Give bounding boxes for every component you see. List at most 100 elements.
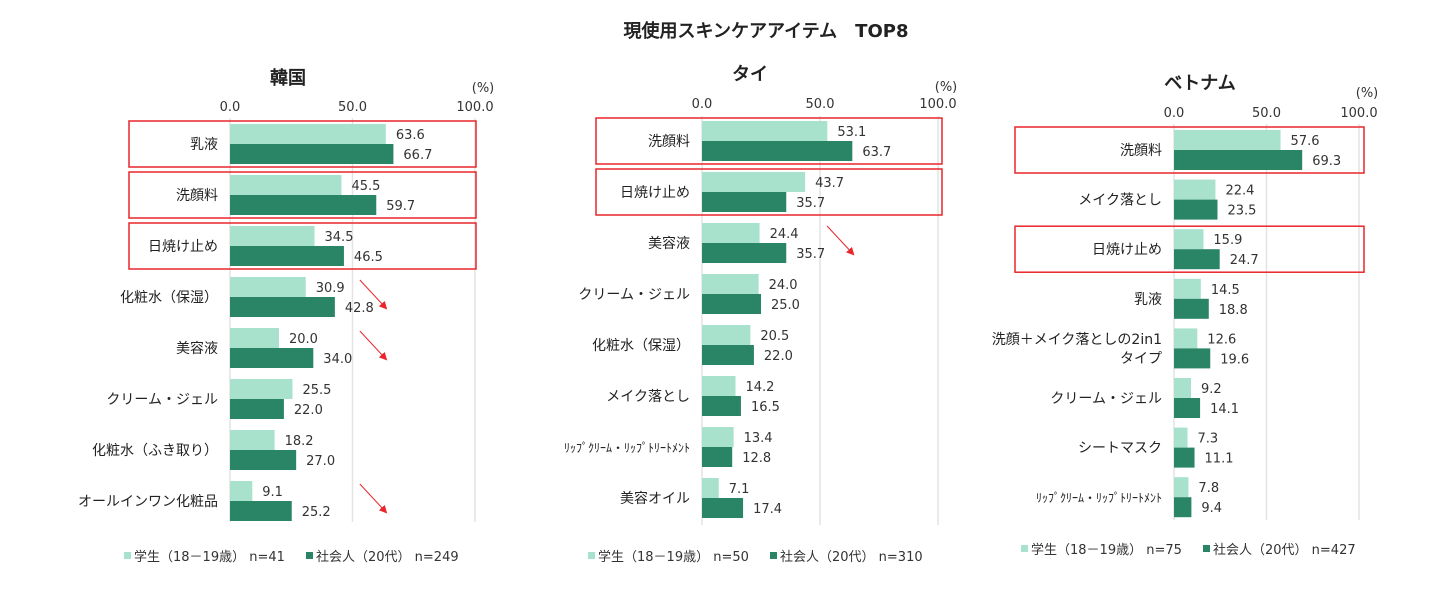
legend-swatch — [1203, 545, 1210, 552]
data-label: 9.4 — [1201, 501, 1222, 516]
legend-label: 社会人（20代） n=310 — [780, 549, 923, 565]
category-label: 乳液 — [1134, 292, 1162, 308]
bar-worker — [1174, 398, 1201, 418]
category-label: 化粧水（保湿） — [120, 290, 218, 306]
bar-student — [702, 376, 736, 396]
data-label: 9.1 — [262, 485, 283, 500]
data-label: 53.1 — [837, 125, 866, 140]
category-label: クリーム・ジェル — [1050, 391, 1162, 407]
bar-worker — [230, 297, 335, 317]
panel-title: タイ — [732, 64, 768, 85]
data-label: 24.0 — [769, 278, 798, 293]
category-label: シートマスク — [1078, 441, 1162, 457]
highlight-box — [128, 222, 477, 270]
bar-worker — [230, 195, 377, 215]
bar-worker — [230, 450, 297, 470]
unit-label: (%) — [935, 80, 958, 95]
data-label: 18.2 — [285, 434, 314, 449]
panel-2: ベトナム (%) 0.0 50.0 100.0 57.6 69.3 洗顔料 22.4 23.5 メイ… — [992, 73, 1379, 558]
data-label: 23.5 — [1227, 204, 1256, 219]
bar-worker — [1174, 348, 1211, 369]
bar-worker — [1174, 497, 1192, 518]
highlight-box — [1014, 126, 1365, 174]
bar-student — [230, 481, 253, 501]
data-label: 22.4 — [1225, 184, 1254, 199]
data-label: 25.5 — [302, 383, 331, 398]
data-label: 14.5 — [1211, 283, 1240, 298]
category-label: 化粧水（保湿） — [592, 338, 690, 354]
bar-student — [1174, 278, 1201, 299]
tick-label: 50.0 — [806, 97, 835, 112]
category-label: 美容液 — [176, 340, 218, 357]
category-label: メイク落とし — [606, 389, 690, 405]
data-label: 45.5 — [351, 179, 380, 194]
trend-arrow — [359, 279, 388, 310]
category-label: クリーム・ジェル — [106, 392, 218, 408]
bar-worker — [702, 447, 733, 467]
legend-swatch — [770, 552, 777, 559]
legend-swatch — [588, 552, 595, 559]
data-label: 24.7 — [1230, 253, 1259, 268]
bar-worker — [1174, 447, 1195, 468]
data-label: 43.7 — [815, 176, 844, 191]
category-label: 洗顔料 — [176, 188, 218, 204]
data-label: 25.0 — [771, 298, 800, 313]
bar-worker — [1174, 150, 1303, 170]
unit-label: (%) — [472, 81, 495, 96]
data-label: 13.4 — [744, 431, 773, 446]
data-label: 35.7 — [796, 247, 825, 262]
bar-worker — [230, 501, 292, 521]
bar-worker — [702, 498, 744, 518]
highlight-box — [128, 171, 477, 219]
legend-label: 社会人（20代） n=249 — [316, 549, 459, 565]
bar-worker — [702, 396, 741, 416]
bar-student — [702, 274, 759, 294]
panel-title: 韓国 — [270, 67, 306, 89]
category-label: 乳液 — [190, 137, 218, 153]
data-label: 15.9 — [1213, 233, 1242, 248]
data-label: 16.5 — [751, 400, 780, 415]
category-label: オールインワン化粧品 — [78, 494, 218, 510]
bar-student — [230, 430, 275, 450]
bar-student — [702, 223, 760, 243]
bar-worker — [230, 144, 394, 164]
bar-student — [230, 175, 342, 195]
panel-0: 韓国 (%) 0.0 50.0 100.0 63.6 66.7 乳液 45.5 59.7 洗顔料 34… — [78, 67, 494, 565]
tick-label: 50.0 — [1252, 106, 1281, 121]
data-label: 18.8 — [1219, 303, 1248, 318]
category-label: 美容オイル — [620, 490, 690, 507]
trend-arrow — [359, 330, 388, 361]
category-label: メイク落とし — [1078, 193, 1162, 209]
bar-student — [702, 427, 734, 447]
tick-label: 0.0 — [692, 97, 713, 112]
data-label: 9.2 — [1201, 382, 1222, 397]
bar-student — [230, 379, 293, 399]
category-label: 洗顔＋メイク落としの2in1 — [992, 332, 1162, 348]
bar-student — [1174, 328, 1198, 349]
data-label: 27.0 — [306, 454, 335, 469]
bar-student — [702, 172, 806, 192]
bar-worker — [230, 348, 314, 368]
category-label: 日焼け止め — [1092, 242, 1162, 258]
data-label: 7.1 — [729, 482, 750, 497]
data-label: 42.8 — [345, 301, 374, 316]
tick-label: 50.0 — [338, 100, 367, 115]
tick-label: 0.0 — [1164, 106, 1185, 121]
bar-student — [702, 121, 828, 141]
data-label: 22.0 — [764, 349, 793, 364]
data-label: 24.4 — [770, 227, 799, 242]
unit-label: (%) — [1356, 86, 1379, 101]
highlight-box — [595, 168, 943, 216]
bar-worker — [702, 192, 787, 212]
bar-worker — [230, 399, 284, 419]
data-label: 34.5 — [325, 230, 354, 245]
data-label: 34.0 — [323, 352, 352, 367]
bar-student — [1174, 179, 1216, 200]
bar-worker — [230, 246, 344, 266]
bar-student — [230, 277, 306, 297]
trend-arrow — [826, 225, 855, 256]
main-title: 現使用スキンケアアイテム TOP8 — [623, 21, 909, 42]
data-label: 14.2 — [746, 380, 775, 395]
tick-label: 100.0 — [1340, 106, 1377, 121]
bar-worker — [702, 294, 761, 314]
